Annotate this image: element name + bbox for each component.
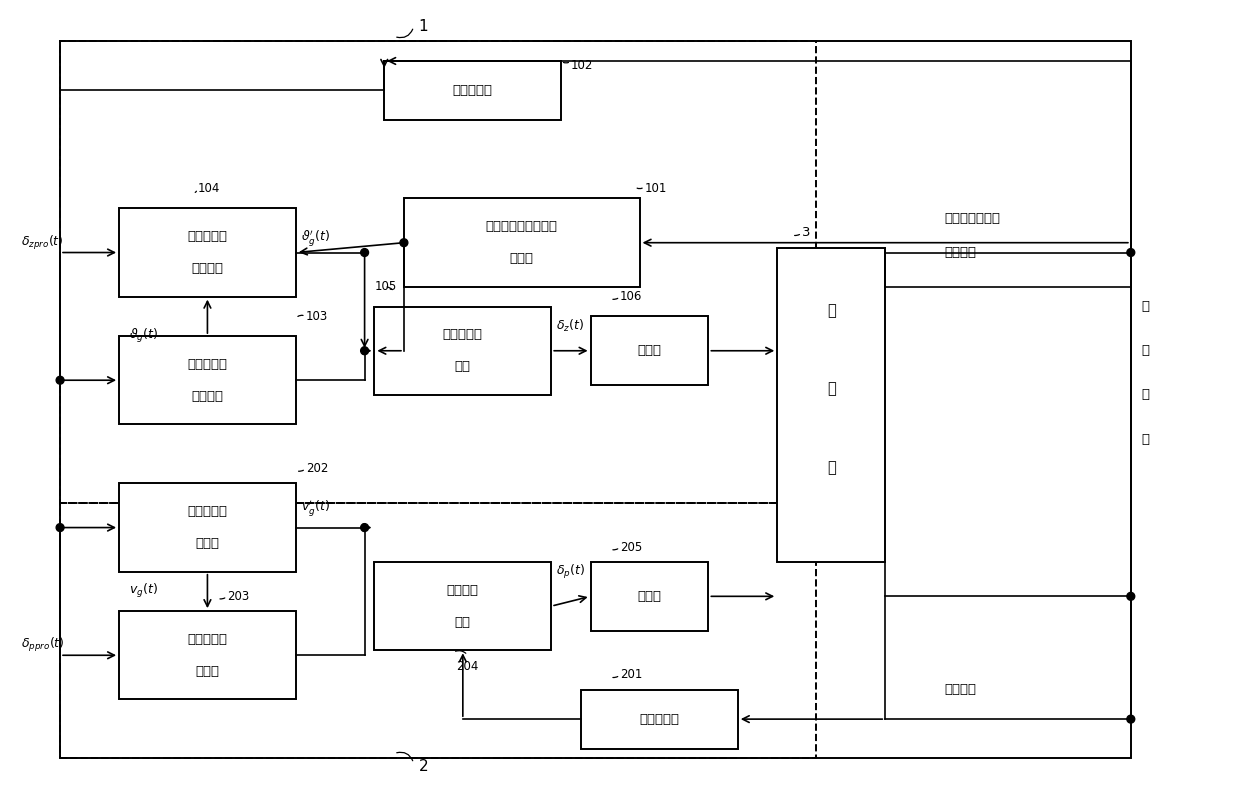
Text: 计算单元: 计算单元 bbox=[191, 389, 223, 403]
Text: 203: 203 bbox=[227, 590, 249, 603]
Circle shape bbox=[361, 524, 368, 531]
Bar bbox=[119, 484, 296, 571]
Bar bbox=[60, 42, 1131, 758]
Bar bbox=[374, 307, 552, 395]
Text: 102: 102 bbox=[570, 60, 593, 72]
Text: 1: 1 bbox=[419, 19, 428, 34]
Circle shape bbox=[361, 249, 368, 257]
Text: 机: 机 bbox=[827, 460, 836, 475]
Text: $v_g(t)$: $v_g(t)$ bbox=[129, 582, 157, 601]
Bar bbox=[384, 61, 560, 120]
Text: $\delta_z(t)$: $\delta_z(t)$ bbox=[557, 318, 584, 334]
Circle shape bbox=[1127, 715, 1135, 723]
Circle shape bbox=[1127, 593, 1135, 601]
Bar bbox=[374, 562, 552, 650]
Text: 空速信息: 空速信息 bbox=[944, 683, 976, 696]
Circle shape bbox=[56, 376, 64, 384]
Text: 105: 105 bbox=[374, 280, 397, 294]
Bar bbox=[60, 42, 816, 503]
Text: 俯仰角及俯仰角速率: 俯仰角及俯仰角速率 bbox=[486, 221, 558, 233]
Text: 俯仰角控制: 俯仰角控制 bbox=[443, 328, 482, 341]
Text: $\vartheta_g(t)$: $\vartheta_g(t)$ bbox=[129, 327, 157, 345]
Text: 息: 息 bbox=[1142, 433, 1149, 446]
Text: $v_g'(t)$: $v_g'(t)$ bbox=[301, 498, 330, 518]
Text: 度: 度 bbox=[1142, 345, 1149, 357]
Text: 升降舵: 升降舵 bbox=[637, 345, 661, 357]
Text: $\vartheta_g'(t)$: $\vartheta_g'(t)$ bbox=[301, 228, 330, 248]
Bar bbox=[590, 316, 708, 385]
Text: $\delta_{zpro}(t)$: $\delta_{zpro}(t)$ bbox=[21, 234, 63, 252]
Bar bbox=[60, 503, 816, 758]
Bar bbox=[404, 199, 640, 287]
Text: 101: 101 bbox=[645, 182, 667, 195]
Text: 传感器: 传感器 bbox=[510, 252, 533, 265]
Text: 期望俯仰角: 期望俯仰角 bbox=[187, 358, 227, 371]
Bar bbox=[590, 562, 708, 630]
Bar bbox=[580, 690, 738, 749]
Text: 俯仰角及俯仰角: 俯仰角及俯仰角 bbox=[944, 212, 1001, 225]
Text: 空速传感器: 空速传感器 bbox=[640, 713, 680, 725]
Text: 单元: 单元 bbox=[455, 360, 471, 373]
Text: 单元: 单元 bbox=[455, 615, 471, 629]
Text: 期望空速计: 期望空速计 bbox=[187, 506, 227, 518]
Text: 速率信息: 速率信息 bbox=[944, 246, 976, 259]
Text: 2: 2 bbox=[419, 759, 428, 774]
Text: 无: 无 bbox=[827, 303, 836, 318]
Text: 204: 204 bbox=[456, 660, 479, 674]
Text: 106: 106 bbox=[620, 290, 642, 303]
Bar bbox=[119, 208, 296, 297]
Circle shape bbox=[361, 347, 368, 355]
Text: 人: 人 bbox=[827, 382, 836, 396]
Text: 算单元: 算单元 bbox=[196, 537, 219, 550]
Text: $\delta_{ppro}(t)$: $\delta_{ppro}(t)$ bbox=[21, 637, 64, 655]
Text: 201: 201 bbox=[620, 668, 642, 681]
Text: 正单元: 正单元 bbox=[196, 665, 219, 677]
Circle shape bbox=[56, 524, 64, 531]
Text: 信: 信 bbox=[1142, 389, 1149, 401]
Text: 205: 205 bbox=[620, 541, 642, 553]
Text: 高: 高 bbox=[1142, 300, 1149, 313]
Bar bbox=[119, 611, 296, 699]
Bar bbox=[777, 247, 885, 562]
Text: 修正单元: 修正单元 bbox=[191, 262, 223, 275]
Text: 期望空速修: 期望空速修 bbox=[187, 633, 227, 646]
Circle shape bbox=[1127, 249, 1135, 257]
Text: 3: 3 bbox=[802, 226, 810, 239]
Text: 发动机: 发动机 bbox=[637, 590, 661, 603]
Text: 期望俯仰角: 期望俯仰角 bbox=[187, 230, 227, 243]
Text: 空速控制: 空速控制 bbox=[446, 584, 479, 597]
Text: 202: 202 bbox=[306, 462, 329, 475]
Text: $\delta_p(t)$: $\delta_p(t)$ bbox=[557, 563, 585, 581]
Text: 104: 104 bbox=[197, 182, 219, 195]
Text: 高度传感器: 高度传感器 bbox=[453, 84, 492, 97]
Text: 103: 103 bbox=[306, 310, 327, 323]
Circle shape bbox=[401, 239, 408, 246]
Bar bbox=[119, 336, 296, 425]
